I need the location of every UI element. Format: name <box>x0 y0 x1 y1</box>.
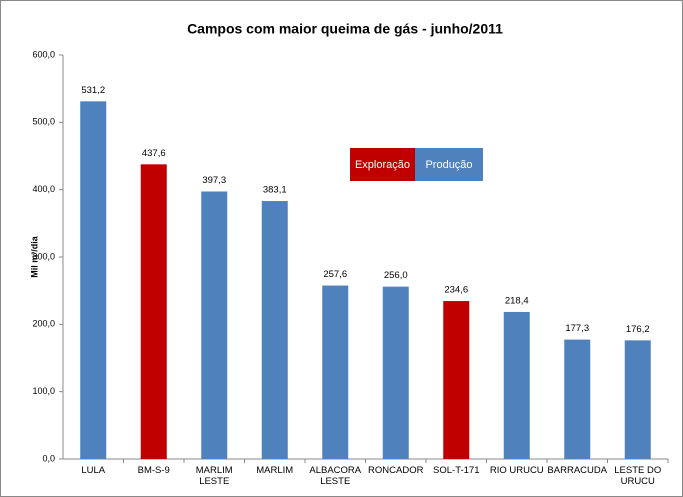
x-tick-label: RIO URUCU <box>489 465 544 476</box>
value-label: 257,6 <box>323 269 347 280</box>
y-tick-label: 300,0 <box>32 251 55 261</box>
x-tick-label: SOL-T-171 <box>433 465 480 476</box>
bar <box>261 201 288 459</box>
legend-box <box>415 148 483 181</box>
value-label: 218,4 <box>505 295 529 306</box>
x-tick-label: ALBACORA LESTE <box>309 465 362 487</box>
bar <box>443 301 470 459</box>
value-label: 437,6 <box>142 148 166 159</box>
bar <box>201 191 228 459</box>
legend-box <box>350 148 415 181</box>
x-tick-label: LULA <box>81 465 106 476</box>
value-label: 176,2 <box>626 324 650 335</box>
y-tick-label: 200,0 <box>32 319 55 329</box>
value-label: 256,0 <box>384 270 408 281</box>
y-tick-label: 600,0 <box>32 49 55 59</box>
bar <box>564 339 591 459</box>
x-tick-label: RONCADOR <box>368 465 424 476</box>
y-tick-label: 0,0 <box>42 453 55 463</box>
chart-title: Campos com maior queima de gás - junho/2… <box>187 21 503 37</box>
y-tick-label: 400,0 <box>32 184 55 194</box>
x-tick-label: LESTE DO URUCU <box>614 465 662 487</box>
x-tick-label: MARLIM <box>256 465 294 476</box>
value-label: 177,3 <box>565 323 589 334</box>
bar <box>140 164 167 459</box>
y-tick-label: 100,0 <box>32 386 55 396</box>
value-label: 234,6 <box>444 285 468 296</box>
x-tick-label: BARRACUDA <box>547 465 608 476</box>
value-label: 397,3 <box>202 175 226 186</box>
value-label: 383,1 <box>263 185 287 196</box>
x-tick-label: BM-S-9 <box>137 465 170 476</box>
bar <box>322 285 349 459</box>
x-tick-label: MARLIM LESTE <box>195 465 233 487</box>
bar <box>624 340 651 459</box>
y-axis-label: Mil m³/dia <box>29 235 39 277</box>
legend-label: Produção <box>425 159 472 171</box>
y-tick-label: 500,0 <box>32 117 55 127</box>
bar <box>503 311 530 459</box>
bar <box>382 286 409 459</box>
legend-label: Exploração <box>355 159 410 171</box>
bar <box>80 101 107 460</box>
value-label: 531,2 <box>81 85 105 96</box>
